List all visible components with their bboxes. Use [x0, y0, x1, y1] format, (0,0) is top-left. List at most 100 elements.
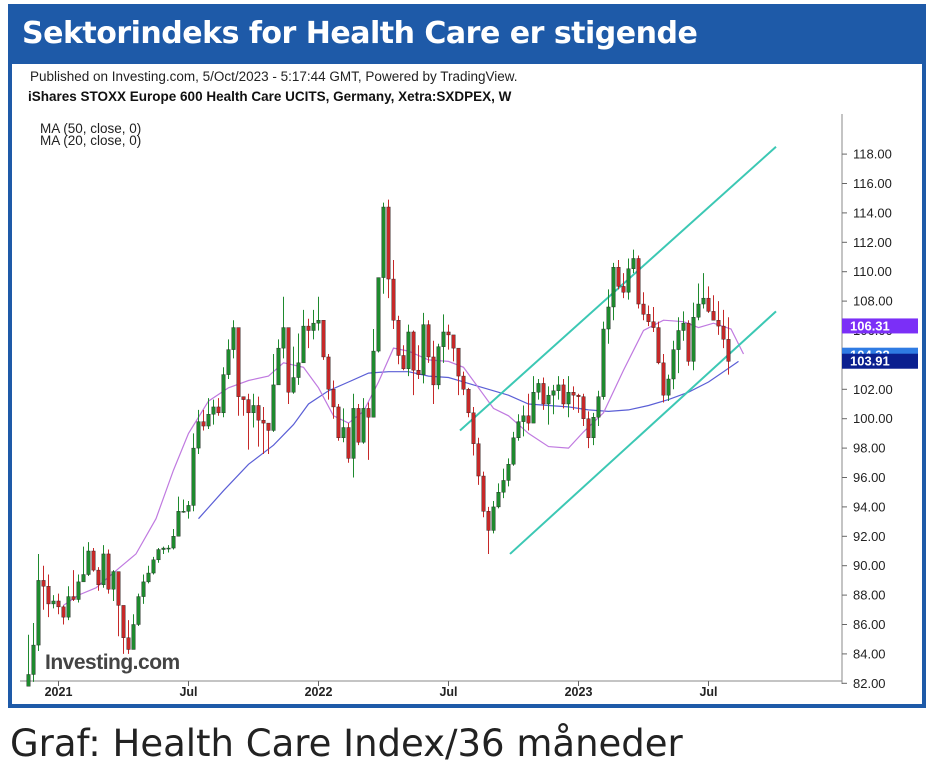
x-tick-label: Jul: [179, 685, 197, 699]
candle: [646, 305, 651, 327]
candle: [676, 317, 681, 374]
candle: [621, 273, 626, 299]
chart-caption: Graf: Health Care Index/36 måneder: [10, 722, 683, 765]
candle: [56, 593, 61, 615]
price-label-tag: 103.91: [842, 353, 918, 369]
candle: [641, 292, 646, 321]
candle: [636, 255, 641, 309]
candle-body: [166, 547, 171, 550]
candle: [96, 567, 101, 591]
instrument-name: iShares STOXX Europe 600 Health Care UCI…: [28, 89, 512, 104]
candle: [606, 289, 611, 344]
candle-body: [706, 297, 711, 312]
candle-body: [616, 267, 621, 287]
candle-body: [661, 362, 666, 396]
candle-body: [306, 325, 311, 331]
candle: [226, 339, 231, 380]
candle: [236, 327, 241, 416]
candle: [711, 295, 716, 321]
candle: [186, 501, 191, 519]
candle-body: [116, 571, 121, 606]
candle-body: [501, 480, 506, 493]
title-banner: Sektorindeks for Health Care er stigende: [8, 4, 926, 62]
candle: [81, 546, 86, 583]
ma20-line: [63, 319, 745, 606]
candle: [446, 324, 451, 350]
candle: [136, 593, 141, 626]
candle: [206, 398, 211, 429]
candle-body: [276, 347, 281, 386]
candle-body: [671, 349, 676, 380]
candle-body: [336, 406, 341, 439]
candle: [31, 623, 36, 682]
candle-body: [381, 206, 386, 278]
candle-body: [316, 320, 321, 324]
candle-body: [246, 399, 251, 414]
candle: [631, 249, 636, 274]
candle-body: [261, 419, 266, 424]
candle-body: [156, 549, 161, 561]
candle-body: [436, 346, 441, 386]
candle: [566, 376, 571, 418]
candle-body: [621, 286, 626, 293]
x-tick-label: Jul: [439, 685, 457, 699]
x-tick-label: 2022: [305, 685, 333, 699]
candle-body: [541, 383, 546, 405]
x-tick-label: 2021: [45, 685, 73, 699]
candle-body: [361, 408, 366, 443]
candle-body: [566, 392, 571, 405]
candle: [371, 329, 376, 418]
candle: [431, 340, 436, 404]
candle: [116, 571, 121, 637]
candle-body: [646, 314, 651, 322]
candle: [386, 199, 391, 299]
candle-body: [651, 321, 656, 328]
candle-body: [416, 369, 421, 375]
candle-body: [456, 347, 461, 377]
candle-body: [521, 415, 526, 422]
candle: [456, 347, 461, 396]
candle-body: [181, 511, 186, 513]
candle: [356, 404, 361, 446]
candle: [576, 393, 581, 413]
candle: [146, 565, 151, 584]
candle: [496, 483, 501, 509]
candle: [626, 258, 631, 300]
candle-body: [631, 258, 636, 269]
candle: [51, 595, 56, 609]
candle-body: [71, 596, 76, 600]
candle: [331, 380, 336, 419]
candle-body: [551, 390, 556, 396]
candle: [246, 393, 251, 450]
candle-body: [581, 396, 586, 419]
candle-body: [461, 375, 466, 390]
candle-body: [396, 320, 401, 356]
y-tick-label: 112.00: [853, 235, 892, 250]
x-axis-ticks: 2021 Jul 2022 Jul 2023 Jul: [45, 681, 718, 699]
candle: [251, 393, 256, 428]
candle: [401, 345, 406, 371]
investing-watermark: Investing.com: [45, 651, 180, 674]
candle-body: [701, 297, 706, 305]
y-tick-label: 102.00: [853, 382, 893, 397]
price-label-tag: 106.31: [842, 318, 918, 334]
candle-body: [66, 596, 71, 618]
candle-body: [61, 606, 66, 618]
candle: [106, 549, 111, 594]
candle: [471, 406, 476, 456]
candle-body: [586, 418, 591, 439]
candle-body: [296, 362, 301, 378]
candle: [591, 412, 596, 446]
y-tick-label: 116.00: [853, 176, 892, 191]
candle: [491, 501, 496, 534]
candle: [656, 321, 661, 365]
candle-body: [676, 330, 681, 350]
candle: [196, 409, 201, 454]
candle-body: [271, 384, 276, 431]
candle-body: [76, 581, 81, 600]
candle: [216, 398, 221, 416]
candle: [281, 296, 286, 359]
candle-body: [506, 464, 511, 481]
candle-body: [531, 392, 536, 424]
candle: [361, 398, 366, 444]
